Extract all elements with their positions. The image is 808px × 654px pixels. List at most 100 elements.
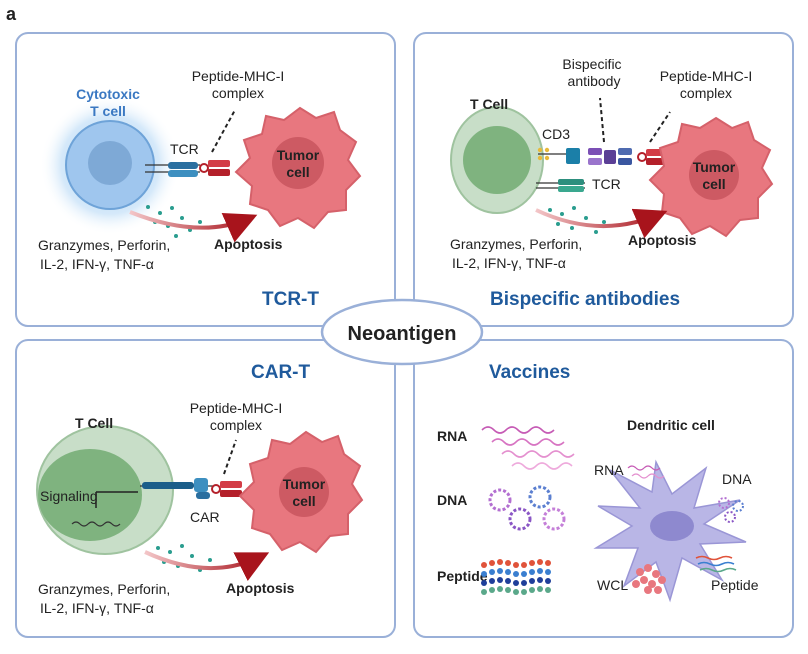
bispecific-antibody — [588, 148, 602, 155]
tumor-label-2: cell — [292, 493, 315, 509]
vaccines-diagram: Vaccines RNA DNA Peptide Dendritic cell … — [437, 362, 759, 603]
complex-label-2: complex — [680, 85, 732, 101]
car-t-diagram: T Cell Signaling CAR Peptide-MHC-I compl… — [36, 362, 364, 616]
tcr-t-title: TCR-T — [262, 289, 319, 310]
mhc-complex — [220, 490, 242, 497]
mhc-complex — [208, 169, 230, 176]
bispecific-title: Bispecific antibodies — [490, 289, 680, 310]
mhc-pointer — [649, 111, 671, 143]
cytokines-line-2: IL-2, IFN-γ, TNF-α — [40, 256, 154, 272]
tcr-t-panel — [15, 32, 396, 327]
mhc-pointer — [211, 109, 236, 153]
car-receptor — [196, 492, 210, 499]
peptide-icon — [637, 152, 647, 162]
tcr-t-diagram: Cytotoxic T cell TCR Peptide-MHC-I compl… — [38, 68, 362, 310]
dna-plasmids — [488, 485, 566, 531]
mhc-complex — [220, 481, 242, 488]
neoantigen-label: Neoantigen — [348, 323, 457, 345]
dendritic-title: Dendritic cell — [627, 417, 715, 433]
cytokines-line-1: Granzymes, Perforin, — [450, 236, 582, 252]
antibody-label-2: antibody — [568, 73, 621, 89]
panel-letter: a — [6, 4, 17, 24]
apoptosis-label: Apoptosis — [226, 580, 295, 596]
tcr-receptor — [168, 170, 198, 177]
apoptosis-arrow — [535, 208, 668, 239]
complex-label-2: complex — [210, 417, 262, 433]
bispecific-panel — [413, 32, 794, 327]
vaccines-title: Vaccines — [489, 362, 570, 383]
cd3-dots — [537, 147, 550, 161]
tumor-label-1: Tumor — [693, 159, 736, 175]
cd3-receptor — [566, 148, 580, 164]
t-cell-label-1: Cytotoxic — [76, 86, 140, 102]
t-cell-nucleus — [463, 126, 531, 194]
dc-dna-label: DNA — [722, 471, 752, 487]
complex-label-1: Peptide-MHC-I — [192, 68, 285, 84]
mhc-pointer — [223, 439, 237, 475]
tcr-label: TCR — [592, 176, 621, 192]
dc-peptide-lines — [695, 555, 737, 573]
peptide-icon — [211, 484, 221, 494]
dc-rna-strands — [627, 465, 665, 479]
t-cell-label: T Cell — [75, 415, 113, 431]
signaling-arrow — [95, 491, 138, 508]
bispecific-antibody — [588, 158, 602, 165]
tcr-receptor — [168, 162, 198, 169]
vaccines-panel — [413, 339, 794, 638]
tumor-label-1: Tumor — [277, 147, 320, 163]
cd3-label: CD3 — [542, 126, 570, 142]
car-t-panel — [15, 339, 396, 638]
complex-label-1: Peptide-MHC-I — [660, 68, 753, 84]
antibody-label-1: Bispecific — [562, 56, 621, 72]
cytokines-line-1: Granzymes, Perforin, — [38, 581, 170, 597]
t-cell-label-2: T cell — [90, 103, 126, 119]
t-cell-nucleus — [38, 449, 142, 541]
dc-wcl-label: WCL — [597, 577, 628, 593]
cytokine-dots — [548, 206, 606, 234]
tumor-nucleus — [272, 137, 324, 189]
cytokines-line-2: IL-2, IFN-γ, TNF-α — [40, 600, 154, 616]
tcr-label: TCR — [170, 141, 199, 157]
bispecific-diagram: T Cell CD3 TCR Bispecific antibody Pepti… — [450, 56, 774, 310]
tumor-nucleus — [279, 467, 329, 517]
bispecific-antibody — [604, 150, 616, 164]
tumor-nucleus — [689, 150, 739, 200]
apoptosis-arrow — [144, 550, 270, 582]
dendritic-nucleus — [650, 511, 694, 541]
bispecific-antibody — [618, 148, 632, 155]
dna-squiggle — [71, 521, 121, 527]
tumor-label-1: Tumor — [283, 476, 326, 492]
peptide-chains — [481, 559, 551, 595]
dna-label: DNA — [437, 492, 467, 508]
t-cell-nucleus — [88, 141, 132, 185]
apoptosis-label: Apoptosis — [628, 232, 697, 248]
rna-label: RNA — [437, 428, 467, 444]
cytokines-line-2: IL-2, IFN-γ, TNF-α — [452, 255, 566, 271]
tcr-receptor — [558, 186, 584, 192]
car-label: CAR — [190, 509, 220, 525]
dc-peptide-label: Peptide — [711, 577, 759, 593]
apoptosis-arrow — [129, 210, 258, 243]
tcr-receptor — [558, 179, 584, 185]
neoantigen-center — [320, 298, 484, 366]
car-t-title: CAR-T — [251, 362, 310, 383]
peptide-icon — [199, 163, 209, 173]
bispecific-antibody — [618, 158, 632, 165]
cytokines-line-1: Granzymes, Perforin, — [38, 237, 170, 253]
complex-label-1: Peptide-MHC-I — [190, 400, 283, 416]
car-receptor — [194, 478, 208, 492]
dc-dna-plasmids — [718, 497, 744, 523]
rna-strands — [481, 426, 575, 470]
tumor-label-2: cell — [702, 176, 725, 192]
mhc-complex — [208, 160, 230, 167]
peptide-label: Peptide — [437, 568, 488, 584]
wcl-cluster — [632, 564, 666, 594]
dc-rna-label: RNA — [594, 462, 624, 478]
signaling-label: Signaling — [40, 488, 98, 504]
t-cell-label: T Cell — [470, 96, 508, 112]
apoptosis-label: Apoptosis — [214, 236, 283, 252]
antibody-pointer — [599, 97, 605, 143]
car-receptor — [142, 482, 194, 489]
complex-label-2: complex — [212, 85, 264, 101]
